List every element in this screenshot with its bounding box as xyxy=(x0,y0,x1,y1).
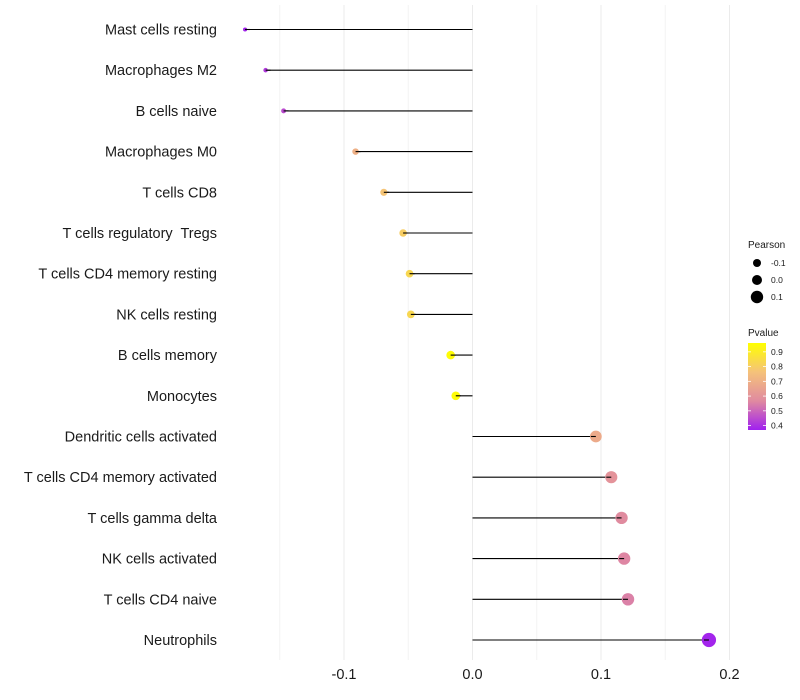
color-legend-label: 0.8 xyxy=(771,362,783,372)
y-tick-label: Macrophages M0 xyxy=(105,145,217,161)
y-tick-label: Neutrophils xyxy=(144,633,217,649)
color-legend-items: 0.9 0.8 0.7 0.6 0.5 0.4 xyxy=(748,347,783,431)
y-tick-label: B cells memory xyxy=(118,348,218,364)
x-tick-label: 0.1 xyxy=(591,667,611,683)
size-legend-title: Pearson xyxy=(748,240,785,251)
size-legend-key xyxy=(753,259,761,267)
size-legend-label: 0.1 xyxy=(771,292,783,302)
grid-lines xyxy=(279,5,730,660)
color-bar xyxy=(748,343,766,430)
x-axis-labels: -0.1 0.0 0.1 0.2 xyxy=(332,667,740,683)
size-legend-key xyxy=(752,275,762,285)
segments xyxy=(245,28,709,641)
y-tick-label: Mast cells resting xyxy=(105,23,217,39)
color-legend-label: 0.7 xyxy=(771,376,783,386)
y-tick-label: Monocytes xyxy=(147,389,217,405)
y-tick-label: Macrophages M2 xyxy=(105,63,217,79)
y-tick-label: NK cells activated xyxy=(102,552,217,568)
size-legend-key xyxy=(750,290,764,304)
x-tick-label: 0.0 xyxy=(462,667,482,683)
color-legend-label: 0.5 xyxy=(771,406,783,416)
y-tick-label: T cells CD8 xyxy=(142,185,217,201)
y-tick-label: NK cells resting xyxy=(116,307,217,323)
data-point xyxy=(405,269,414,278)
y-tick-label: Dendritic cells activated xyxy=(65,430,217,446)
y-tick-label: T cells CD4 naive xyxy=(104,592,217,608)
data-point xyxy=(615,511,628,525)
size-legend-label: -0.1 xyxy=(771,258,786,268)
y-tick-label: T cells CD4 memory activated xyxy=(24,470,217,486)
y-tick-label: T cells gamma delta xyxy=(88,511,218,527)
y-axis-labels: Mast cells resting Macrophages M2 B cells … xyxy=(24,23,218,650)
size-legend-label: 0.0 xyxy=(771,275,783,285)
y-tick-label: B cells naive xyxy=(136,104,217,120)
points xyxy=(243,27,717,648)
color-legend-title: Pvalue xyxy=(748,328,779,339)
y-tick-label: T cells regulatory Tregs xyxy=(63,226,217,242)
legend: Pearson -0.10.00.1 Pvalue 0.90.80.70.60.… xyxy=(748,240,786,431)
color-legend-label: 0.6 xyxy=(771,391,783,401)
x-tick-label: 0.2 xyxy=(719,667,739,683)
color-legend-label: 0.4 xyxy=(771,421,783,431)
y-tick-label: T cells CD4 memory resting xyxy=(38,267,217,283)
x-tick-label: -0.1 xyxy=(332,667,357,683)
color-legend-label: 0.9 xyxy=(771,347,783,357)
size-legend-items: -0.1 0.0 0.1 xyxy=(750,258,786,304)
